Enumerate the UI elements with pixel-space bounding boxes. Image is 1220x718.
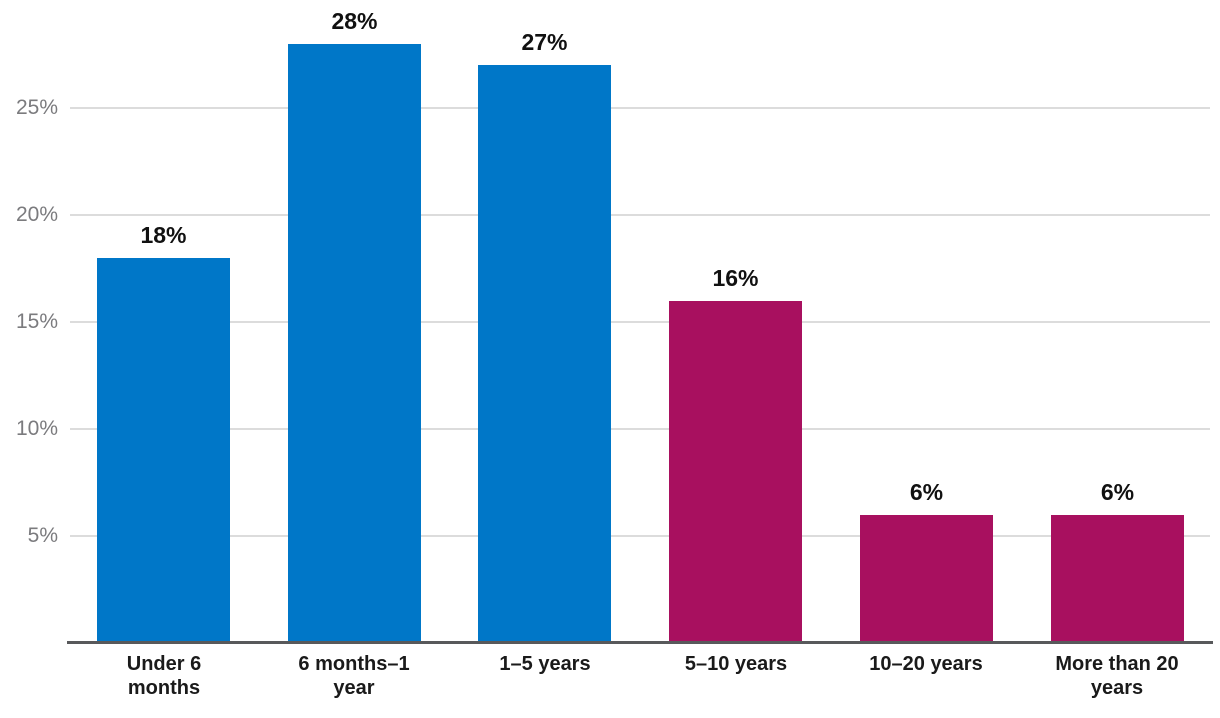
- bar-value-label: 6%: [909, 479, 944, 505]
- y-tick-label: 15%: [15, 310, 58, 333]
- x-axis-line: [67, 641, 1213, 644]
- y-tick-label: 5%: [27, 524, 58, 547]
- bar: [860, 515, 993, 643]
- x-category-label: 10–20 years: [869, 653, 983, 675]
- bar: [288, 44, 421, 643]
- y-tick-label: 10%: [15, 417, 58, 440]
- bar: [1051, 515, 1184, 643]
- x-category-label: 6 months–1 year: [298, 653, 410, 699]
- bar-value-label: 6%: [1100, 479, 1135, 505]
- gridline: [70, 428, 1210, 430]
- bar: [478, 65, 611, 643]
- gridline: [70, 535, 1210, 537]
- gridline: [70, 214, 1210, 216]
- x-category-label: Under 6 months: [126, 653, 202, 699]
- y-tick-label: 25%: [15, 96, 58, 119]
- bar-value-label: 18%: [140, 222, 187, 248]
- gridline: [70, 321, 1210, 323]
- gridline: [70, 107, 1210, 109]
- x-category-label: 5–10 years: [684, 653, 788, 675]
- bar-value-label: 27%: [521, 29, 568, 55]
- x-category-label: More than 20 years: [1055, 653, 1179, 699]
- y-tick-label: 20%: [15, 203, 58, 226]
- x-category-label: 1–5 years: [499, 653, 591, 675]
- bar: [97, 258, 230, 643]
- bar-value-label: 28%: [331, 8, 378, 34]
- bar-value-label: 16%: [712, 265, 759, 291]
- bar: [669, 301, 802, 643]
